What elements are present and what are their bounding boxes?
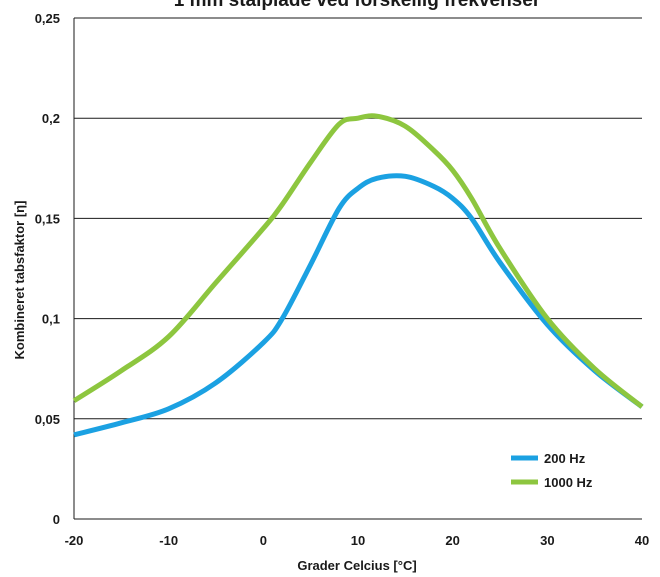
legend: 200 Hz 1000 Hz: [511, 451, 593, 490]
y-tick-label: 0,2: [42, 111, 60, 126]
y-tick-label: 0,1: [42, 312, 60, 327]
y-axis-label: Kombineret tabsfaktor [η]: [12, 201, 27, 360]
x-tick-label: 30: [540, 533, 554, 548]
series-line-1000-hz: [72, 113, 644, 409]
y-tick-label: 0,15: [35, 211, 60, 226]
tick-labels: 0 0,05 0,1 0,15 0,2 0,25 -20 -10 0 10 20 30 40: [35, 11, 650, 548]
series-lines: [72, 113, 644, 438]
chart-title: 1 mm stålplade ved forskellig frekvenser: [174, 0, 541, 11]
x-tick-label: -10: [159, 533, 178, 548]
x-tick-label: -20: [65, 533, 84, 548]
legend-label: 1000 Hz: [544, 475, 593, 490]
x-tick-label: 10: [351, 533, 365, 548]
y-tick-label: 0,05: [35, 412, 60, 427]
y-tick-label: 0,25: [35, 11, 60, 26]
legend-label: 200 Hz: [544, 451, 586, 466]
x-tick-label: 40: [635, 533, 649, 548]
x-axis-label: Grader Celcius [°C]: [297, 558, 416, 573]
gridlines: [74, 17, 642, 420]
x-tick-label: 20: [445, 533, 459, 548]
axes: [73, 18, 642, 520]
series-line-200-hz: [73, 173, 644, 438]
y-tick-label: 0: [53, 512, 60, 527]
x-tick-label: 0: [260, 533, 267, 548]
